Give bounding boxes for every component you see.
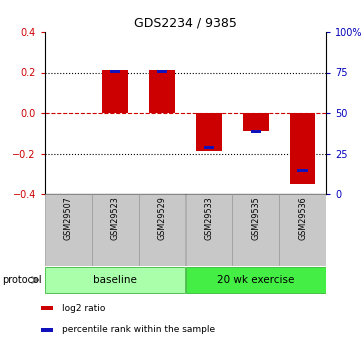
Text: GSM29523: GSM29523 [111, 196, 120, 240]
Bar [186, 194, 232, 266]
Bar [196, 113, 222, 151]
Text: GSM29536: GSM29536 [298, 196, 307, 240]
Bar [45, 267, 186, 293]
Text: percentile rank within the sample: percentile rank within the sample [62, 325, 216, 334]
Bar [243, 113, 269, 131]
Text: GSM29507: GSM29507 [64, 196, 73, 240]
Bar [297, 169, 308, 172]
Bar [232, 194, 279, 266]
Bar [251, 130, 261, 133]
Bar [41, 306, 53, 310]
Bar [204, 146, 214, 149]
Bar [110, 70, 121, 73]
Bar [92, 194, 139, 266]
Bar [279, 194, 326, 266]
Bar [41, 328, 53, 332]
Bar [103, 70, 128, 113]
Text: GSM29529: GSM29529 [158, 196, 166, 240]
Text: baseline: baseline [93, 275, 137, 285]
Text: GSM29535: GSM29535 [251, 196, 260, 240]
Bar [290, 113, 316, 184]
Bar [139, 194, 186, 266]
Bar [149, 70, 175, 113]
Bar [157, 70, 167, 73]
Bar [186, 267, 326, 293]
Text: 20 wk exercise: 20 wk exercise [217, 275, 295, 285]
Text: GSM29533: GSM29533 [204, 196, 213, 240]
Text: protocol: protocol [2, 275, 42, 285]
Text: log2 ratio: log2 ratio [62, 304, 106, 313]
Bar [45, 194, 92, 266]
Title: GDS2234 / 9385: GDS2234 / 9385 [134, 17, 237, 29]
